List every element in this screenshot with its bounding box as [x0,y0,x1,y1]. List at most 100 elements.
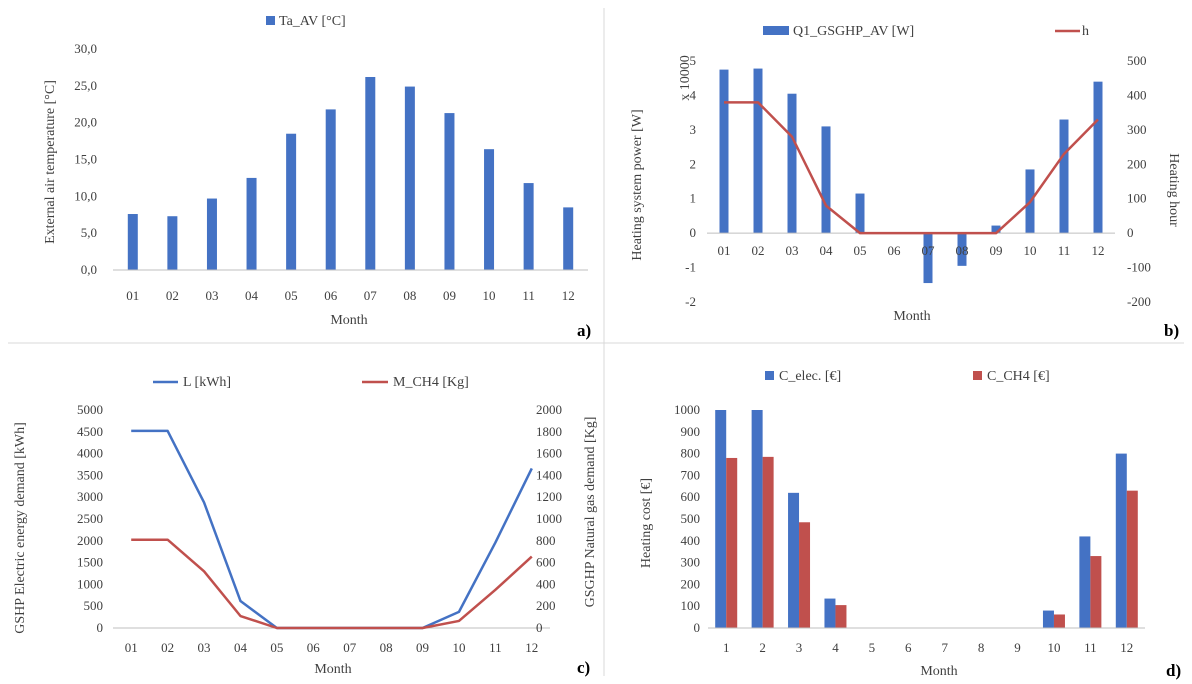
chart-a-ytick-label: 0,0 [81,262,97,277]
chart-d-xtick-label: 5 [869,640,876,655]
chart-d-bar [1115,453,1127,628]
chart-c-y2label: GSGHP Natural gas demand [Kg] [583,417,598,608]
chart-d-ytick-label: 100 [681,598,701,613]
chart-b-y2tick-label: -100 [1127,260,1151,275]
chart-c-xtick-label: 12 [525,640,538,655]
chart-b-xticks: 01 02 03 04 05 06 07 08 09 10 11 12 [718,243,1105,258]
chart-a-bar [246,177,257,270]
chart-a-legend-label: Ta_AV [°C] [279,14,346,29]
chart-d-xtick-label: 3 [796,640,803,655]
chart-a-xtick-label: 05 [285,288,298,303]
chart-c-ytick-label: 0 [97,620,104,635]
chart-b-ylabel-multiplier: x 10000 [678,55,693,101]
chart-d-ytick-label: 700 [681,467,701,482]
chart-d-xlabel: Month [920,664,957,679]
chart-d-ytick-label: 600 [681,489,701,504]
chart-b-xtick-label: 09 [990,243,1003,258]
chart-c-xtick-label: 07 [343,640,357,655]
chart-b-xtick-label: 08 [956,243,969,258]
chart-a-xtick-label: 02 [166,288,179,303]
chart-c-y2tick-label: 2000 [536,402,562,417]
chart-a-ytick-label: 25,0 [74,78,97,93]
chart-c-xtick-label: 08 [380,640,393,655]
chart-b-ytick-label: 0 [690,225,697,240]
chart-c-xtick-label: 11 [489,640,502,655]
chart-a-legend-swatch [266,16,275,25]
chart-b-legend-label-line: h [1082,24,1089,39]
chart-d-bar [835,605,847,628]
chart-c-ytick-label: 500 [84,598,104,613]
chart-d-yticks: 0 100 200 300 400 500 600 700 800 900 1000 [674,402,700,635]
chart-a: 0,05,010,015,020,025,030,0 01 02 03 04 05 06 0… [43,14,591,340]
chart-a-xtick-label: 09 [443,288,456,303]
chart-a-bar [206,198,217,270]
chart-d-xtick-label: 1 [723,640,730,655]
chart-c-xtick-label: 02 [161,640,174,655]
chart-b-ytick-label: -1 [685,260,696,275]
chart-b-y2ticks: -200 -100 0 100 200 300 400 500 [1127,53,1151,309]
chart-c-xtick-label: 06 [307,640,321,655]
chart-b-ytick-label: 4 [690,87,697,102]
chart-d-bar [1042,610,1054,628]
chart-b-xtick-label: 06 [888,243,902,258]
chart-d-bars [715,410,1138,628]
chart-c-y2tick-label: 0 [536,620,543,635]
chart-d-legend-swatch-ch4 [973,371,982,380]
chart-b-legend-label-bar: Q1_GSGHP_AV [W] [793,24,914,39]
chart-c-line-m-ch4 [131,538,533,630]
chart-d-bar [762,456,774,628]
chart-a-bar [404,86,415,270]
chart-d-bar [751,410,763,628]
chart-d-panel-label: d) [1166,661,1181,680]
chart-b-legend-swatch-bar [763,26,789,35]
chart-d-xtick-label: 10 [1047,640,1060,655]
chart-b-line-h [724,101,1099,235]
chart-d-bar [824,598,836,628]
chart-c-y2tick-label: 1800 [536,424,562,439]
chart-d-bar [715,410,727,628]
chart-d-xtick-label: 7 [941,640,948,655]
chart-b-y2tick-label: 100 [1127,191,1147,206]
chart-c-ytick-label: 4500 [77,424,103,439]
chart-d-bar [1079,536,1091,628]
chart-c-ytick-label: 2500 [77,511,103,526]
chart-d-bar [726,457,738,628]
chart-c-y2tick-label: 400 [536,576,556,591]
chart-c-ytick-label: 3500 [77,467,103,482]
chart-c-panel-label: c) [577,658,590,677]
chart-b-bar [821,126,831,234]
chart-a-xtick-label: 04 [245,288,259,303]
chart-b-xtick-label: 04 [820,243,834,258]
chart-b-ytick-label: 2 [690,156,697,171]
chart-c-ylabel: GSHP Electric energy demand [kWh] [13,422,28,634]
chart-b-bars [719,68,1103,284]
chart-a-panel-label: a) [577,321,591,340]
chart-d-xtick-label: 6 [905,640,912,655]
chart-b-bar [719,69,729,234]
chart-d-ytick-label: 900 [681,424,701,439]
chart-b-xtick-label: 02 [752,243,765,258]
chart-d-ytick-label: 1000 [674,402,700,417]
chart-b-yticks: -2 -1 0 1 2 3 4 5 [685,53,696,309]
chart-d-xtick-label: 11 [1084,640,1097,655]
chart-a-xtick-label: 10 [483,288,496,303]
chart-d-xtick-label: 2 [759,640,766,655]
chart-a-bar [127,214,138,270]
chart-a-ytick-label: 15,0 [74,152,97,167]
chart-d-ytick-label: 0 [694,620,701,635]
chart-a-bar [563,207,574,270]
chart-d-legend-swatch-elec [765,371,774,380]
chart-a-ytick-label: 5,0 [81,225,97,240]
chart-c-y2ticks: 0 200 400 600 800 1000 1200 1400 1600 1800 2000 [536,402,562,635]
chart-a-bar [523,183,534,270]
chart-d-xtick-label: 12 [1120,640,1133,655]
chart-a-xtick-label: 08 [403,288,416,303]
chart-c-legend-label-m-ch4: M_CH4 [Kg] [393,375,469,390]
chart-c-line-l [131,429,533,630]
chart-b-y2tick-label: 300 [1127,122,1147,137]
chart-c-xtick-label: 03 [198,640,211,655]
chart-b-xtick-label: 12 [1092,243,1105,258]
chart-b-bar [1059,119,1069,234]
chart-d-xtick-label: 4 [832,640,839,655]
chart-b-ytick-label: 5 [690,53,697,68]
